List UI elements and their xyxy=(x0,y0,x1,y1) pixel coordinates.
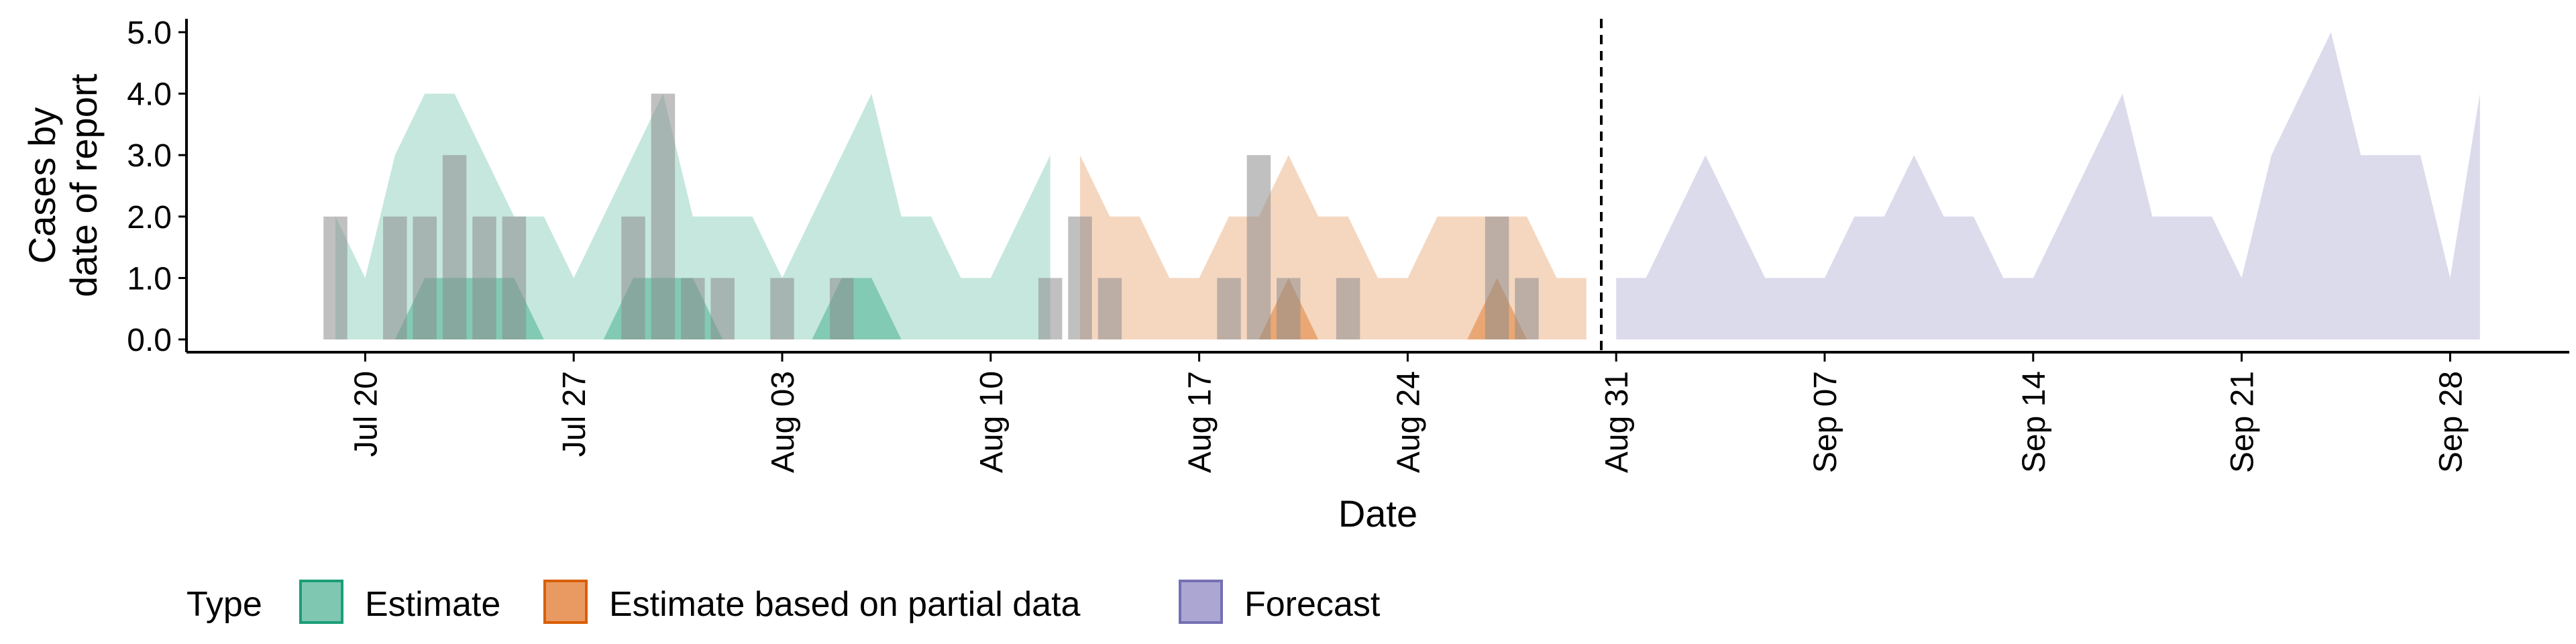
legend-title: Type xyxy=(186,585,262,624)
x-tick-label: Jul 20 xyxy=(348,371,384,457)
bar-2020-07-31 xyxy=(681,278,705,339)
bar-2020-08-18 xyxy=(1217,278,1241,339)
x-tick-label: Sep 21 xyxy=(2225,371,2261,473)
y-tick-label: 5.0 xyxy=(127,15,172,51)
legend-swatch-2 xyxy=(1179,580,1223,624)
axes: 0.0 1.0 2.0 3.0 4.0 5.0 Jul 20 Jul 27 Aug 03 Aug … xyxy=(127,15,2569,473)
y-tick-label: 3.0 xyxy=(127,138,172,174)
x-tick-label: Aug 03 xyxy=(765,371,801,473)
y-tick-label: 4.0 xyxy=(127,77,172,113)
x-axis-title: Date xyxy=(1338,492,1417,535)
bar-2020-08-20 xyxy=(1277,278,1301,339)
bar-2020-07-19 xyxy=(323,216,347,339)
bar-2020-07-25 xyxy=(502,216,527,339)
legend-label-1: Estimate based on partial data xyxy=(609,585,1081,624)
legend: Type Estimate Estimate based on partial da… xyxy=(186,580,1381,624)
bar-2020-08-05 xyxy=(830,278,854,339)
bar-2020-07-24 xyxy=(472,216,496,339)
ribbon-outer-1 xyxy=(1080,155,1587,339)
bar-2020-08-28 xyxy=(1515,278,1539,339)
bar-2020-08-27 xyxy=(1485,216,1509,339)
bar-2020-08-12 xyxy=(1038,278,1063,339)
bar-2020-07-29 xyxy=(621,216,645,339)
reported-cases-bars xyxy=(323,93,1539,339)
bar-2020-07-22 xyxy=(413,216,437,339)
legend-label-2: Forecast xyxy=(1244,585,1381,624)
legend-label-0: Estimate xyxy=(365,585,500,624)
y-tick-label: 1.0 xyxy=(127,261,172,297)
x-tick-label: Aug 31 xyxy=(1599,371,1635,473)
x-tick-label: Sep 28 xyxy=(2433,371,2469,473)
bar-2020-07-23 xyxy=(442,155,467,339)
y-axis-title-line: date of report xyxy=(62,74,105,298)
y-tick-label: 2.0 xyxy=(127,200,172,235)
x-tick-label: Sep 14 xyxy=(2017,371,2052,473)
x-tick-label: Aug 10 xyxy=(974,371,1010,473)
ribbon-outer-2 xyxy=(1616,32,2480,339)
bar-2020-07-21 xyxy=(383,216,407,339)
bar-2020-08-13 xyxy=(1068,216,1092,339)
x-tick-label: Aug 24 xyxy=(1391,371,1426,473)
bar-2020-08-03 xyxy=(770,278,794,339)
x-tick-label: Sep 07 xyxy=(1808,371,1843,473)
y-axis-title-line: Cases by xyxy=(21,107,63,264)
bar-2020-08-01 xyxy=(710,278,735,339)
legend-swatch-1 xyxy=(543,580,588,624)
bar-2020-08-22 xyxy=(1336,278,1360,339)
y-axis-title: Cases bydate of report xyxy=(21,74,105,298)
x-tick-label: Aug 17 xyxy=(1183,371,1218,473)
y-tick-label: 0.0 xyxy=(127,323,172,358)
x-tick-label: Jul 27 xyxy=(557,371,592,457)
legend-swatch-0 xyxy=(299,580,343,624)
bar-2020-08-19 xyxy=(1246,155,1271,339)
bar-2020-07-30 xyxy=(651,93,676,339)
bar-2020-08-14 xyxy=(1097,278,1122,339)
